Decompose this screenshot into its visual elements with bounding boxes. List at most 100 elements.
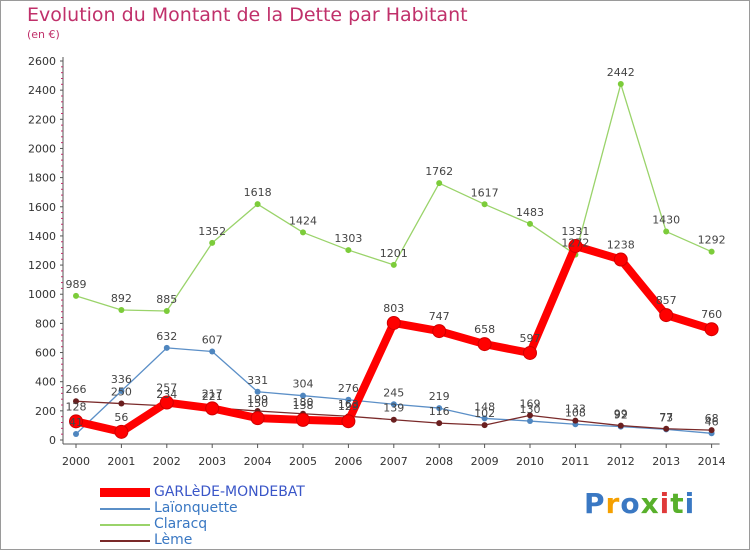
y-tick-label: 200 bbox=[35, 405, 56, 418]
data-point-l-me bbox=[390, 416, 397, 423]
data-point-claracq bbox=[481, 201, 488, 208]
legend-label: Claracq bbox=[154, 516, 208, 532]
data-point-claracq bbox=[118, 306, 125, 313]
x-tick-label: 2014 bbox=[698, 455, 726, 468]
data-point-claracq bbox=[73, 292, 79, 299]
data-point-l-me bbox=[527, 412, 533, 419]
data-point-claracq bbox=[254, 201, 261, 208]
data-label-la-onquette: 92 bbox=[614, 409, 628, 422]
y-tick-label: 600 bbox=[35, 347, 56, 360]
data-label-claracq: 2442 bbox=[607, 66, 635, 79]
data-label-claracq: 1617 bbox=[471, 186, 499, 199]
data-label-garl-de-mondebat: 1238 bbox=[607, 239, 635, 252]
x-tick-label: 2001 bbox=[107, 455, 135, 468]
data-point-claracq bbox=[527, 220, 533, 227]
data-point-la-onquette bbox=[209, 348, 216, 355]
data-label-l-me: 199 bbox=[247, 393, 268, 406]
logo-letter: t bbox=[670, 487, 685, 520]
data-point-claracq bbox=[209, 239, 216, 246]
y-tick-label: 800 bbox=[35, 317, 56, 330]
y-tick-label: 400 bbox=[35, 376, 56, 389]
data-label-l-me: 163 bbox=[338, 398, 359, 411]
data-point-claracq bbox=[390, 261, 397, 268]
y-tick-label: 1600 bbox=[28, 201, 56, 214]
value-labels: 41 336 632 607 331 304 276 245 219 148 130 108 92 73 4… bbox=[66, 66, 726, 429]
data-point-garl-de-mondebat bbox=[205, 401, 220, 416]
data-label-claracq: 1303 bbox=[334, 232, 362, 245]
data-point-la-onquette bbox=[390, 401, 397, 408]
data-label-la-onquette: 108 bbox=[565, 406, 586, 419]
data-label-la-onquette: 336 bbox=[111, 373, 132, 386]
data-point-garl-de-mondebat bbox=[568, 238, 583, 253]
x-tick-label: 2013 bbox=[652, 455, 680, 468]
x-tick-label: 2006 bbox=[334, 455, 362, 468]
data-point-la-onquette bbox=[73, 431, 79, 438]
data-point-garl-de-mondebat bbox=[659, 308, 674, 323]
data-point-l-me bbox=[73, 398, 79, 405]
data-point-la-onquette bbox=[300, 392, 306, 399]
data-point-garl-de-mondebat bbox=[477, 337, 492, 352]
data-label-garl-de-mondebat: 138 bbox=[293, 399, 314, 412]
data-point-la-onquette bbox=[118, 388, 125, 395]
x-tick-label: 2008 bbox=[425, 455, 453, 468]
legend-label: GARLèDE-MONDEBAT bbox=[154, 484, 305, 500]
data-point-la-onquette bbox=[163, 344, 170, 351]
x-tick-label: 2005 bbox=[289, 455, 317, 468]
legend-label: Lème bbox=[154, 532, 193, 548]
y-tick-label: 1200 bbox=[28, 259, 56, 272]
data-label-garl-de-mondebat: 217 bbox=[202, 387, 223, 400]
data-label-l-me: 99 bbox=[614, 408, 628, 421]
logo-letter: o bbox=[620, 487, 641, 520]
data-label-la-onquette: 276 bbox=[338, 382, 359, 395]
data-label-l-me: 169 bbox=[520, 397, 541, 410]
logo-letter: i bbox=[659, 487, 671, 520]
data-label-garl-de-mondebat: 803 bbox=[383, 302, 404, 315]
data-label-claracq: 1430 bbox=[652, 214, 680, 227]
chart-title: Evolution du Montant de la Dette par Hab… bbox=[27, 4, 468, 26]
legend-label: Laïonquette bbox=[154, 500, 238, 516]
data-label-garl-de-mondebat: 257 bbox=[156, 382, 177, 395]
data-label-garl-de-mondebat: 150 bbox=[247, 397, 268, 410]
logo-letter: i bbox=[684, 487, 696, 520]
y-tick-label: 1400 bbox=[28, 230, 56, 243]
data-point-garl-de-mondebat bbox=[432, 324, 447, 339]
logo-letter: x bbox=[640, 487, 660, 520]
data-label-claracq: 892 bbox=[111, 292, 132, 305]
data-label-la-onquette: 632 bbox=[156, 330, 177, 343]
data-point-garl-de-mondebat bbox=[159, 395, 174, 410]
chart-subtitle: (en €) bbox=[27, 28, 60, 41]
data-point-claracq bbox=[163, 307, 170, 314]
data-label-l-me: 133 bbox=[565, 403, 586, 416]
data-label-l-me: 139 bbox=[383, 402, 404, 415]
data-label-l-me: 116 bbox=[429, 405, 450, 418]
data-label-garl-de-mondebat: 1331 bbox=[561, 225, 589, 238]
data-label-claracq: 1618 bbox=[244, 186, 272, 199]
data-label-l-me: 77 bbox=[659, 411, 673, 424]
x-tick-label: 2004 bbox=[244, 455, 272, 468]
y-tick-label: 2600 bbox=[28, 55, 56, 68]
y-tick-label: 1800 bbox=[28, 172, 56, 185]
data-label-la-onquette: 46 bbox=[705, 415, 719, 428]
x-tick-label: 2009 bbox=[471, 455, 499, 468]
data-label-claracq: 1762 bbox=[425, 165, 453, 178]
logo-letter: P bbox=[584, 487, 606, 520]
x-tick-label: 2010 bbox=[516, 455, 544, 468]
series-layer bbox=[69, 81, 719, 439]
data-point-garl-de-mondebat bbox=[296, 412, 310, 427]
data-label-la-onquette: 331 bbox=[247, 374, 268, 387]
legend-swatch-claracq bbox=[100, 524, 150, 526]
data-label-garl-de-mondebat: 747 bbox=[429, 310, 450, 323]
y-tick-label: 0 bbox=[49, 434, 56, 447]
data-label-garl-de-mondebat: 597 bbox=[520, 332, 541, 345]
data-point-garl-de-mondebat bbox=[523, 345, 537, 360]
data-label-la-onquette: 130 bbox=[520, 403, 541, 416]
data-label-garl-de-mondebat: 129 bbox=[338, 400, 359, 413]
data-point-claracq bbox=[436, 180, 443, 187]
legend-swatch-garlede bbox=[100, 488, 150, 497]
data-point-l-me bbox=[708, 427, 715, 434]
data-label-la-onquette: 304 bbox=[293, 378, 314, 391]
data-point-claracq bbox=[617, 81, 624, 88]
data-label-l-me: 221 bbox=[202, 390, 223, 403]
data-label-garl-de-mondebat: 128 bbox=[66, 400, 87, 413]
x-tick-label: 2002 bbox=[153, 455, 181, 468]
